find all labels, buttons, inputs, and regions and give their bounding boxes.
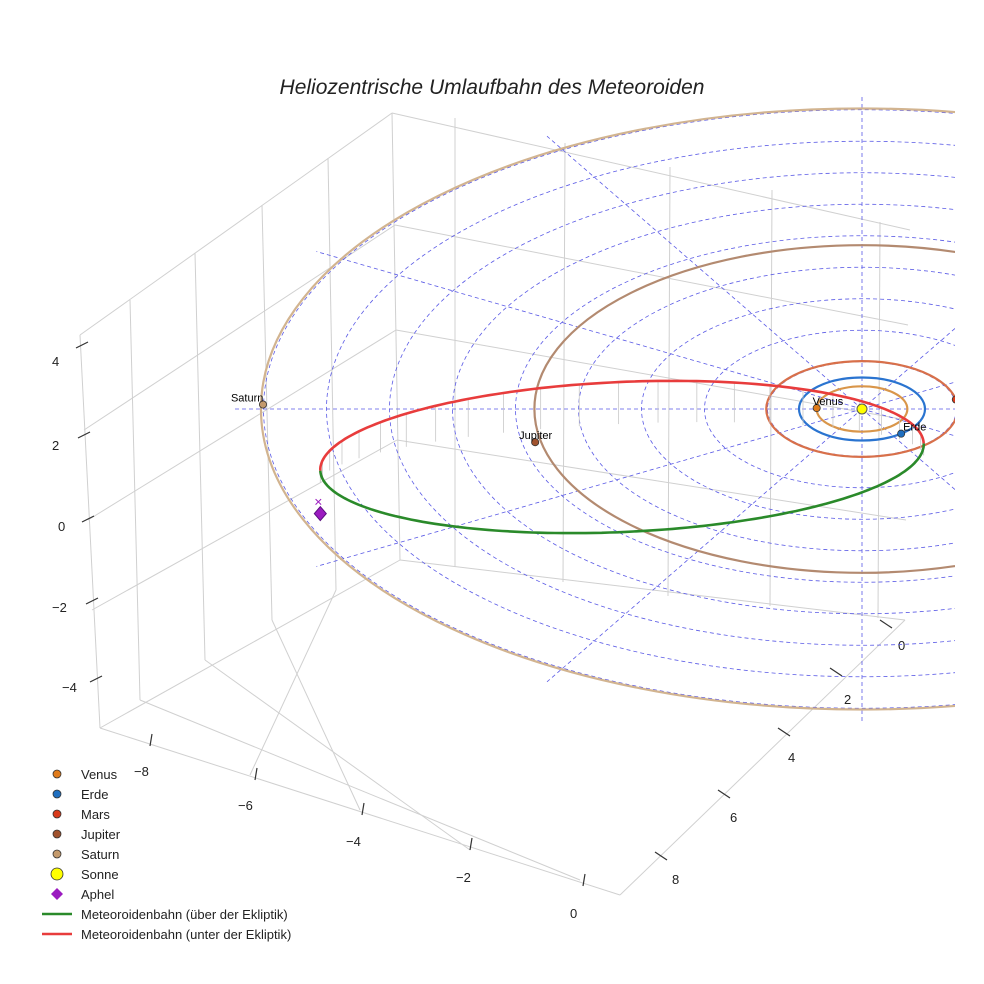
planet-venus <box>812 404 821 413</box>
planet-erde <box>897 429 906 438</box>
planet-label-jupiter: Jupiter <box>519 430 552 442</box>
z-tick: 2 <box>52 438 59 453</box>
legend-label: Saturn <box>81 846 120 862</box>
legend-marker <box>40 764 74 784</box>
legend-marker <box>40 804 74 824</box>
y-tick: 0 <box>898 638 905 653</box>
legend-label: Erde <box>81 786 109 802</box>
axes-box: 4 2 0 −2 −4 −8 −6 −4 −2 0 0 2 4 6 8 <box>52 112 911 921</box>
z-tick: −2 <box>52 600 67 615</box>
aphel-cross: × <box>314 494 322 510</box>
z-tick: 4 <box>52 354 59 369</box>
legend-item: Venus <box>40 764 291 784</box>
legend-label: Jupiter <box>81 826 121 842</box>
legend-item: Jupiter <box>40 824 291 844</box>
planet-label-saturn: Saturn <box>231 393 263 405</box>
legend-marker <box>40 784 74 804</box>
ecliptic-grid-ray <box>316 251 863 410</box>
legend-item: Meteoroidenbahn (unter der Ekliptik) <box>40 924 291 944</box>
legend-item: Meteoroidenbahn (über der Ekliptik) <box>40 904 291 924</box>
meteoroid-orbit-below <box>319 379 925 471</box>
aphel-marker <box>313 505 327 522</box>
ecliptic-grid-ray <box>316 408 863 567</box>
z-tick: −4 <box>62 680 77 695</box>
ecliptic-grid-ray <box>861 408 955 437</box>
planet-label-erde: Erde <box>903 422 926 434</box>
orbit-mars <box>765 360 955 458</box>
grid-lines <box>79 112 911 896</box>
legend: Venus Erde Mars Jupiter Saturn Sonne Aphel Mete… <box>40 764 291 944</box>
legend-item: Sonne <box>40 864 291 884</box>
planet-label-venus: Venus <box>813 396 844 408</box>
orbit-jupiter <box>533 244 955 574</box>
y-tick: 2 <box>844 692 851 707</box>
x-tick: −6 <box>238 798 253 813</box>
y-tick: 6 <box>730 810 737 825</box>
z-tick: 0 <box>58 519 65 534</box>
legend-label: Aphel <box>81 886 115 902</box>
planet-label-mars: Mars <box>960 387 984 399</box>
legend-item: Aphel <box>40 884 291 904</box>
x-axis-ticks: −8 −6 −4 −2 0 <box>134 764 577 921</box>
axis-ticks <box>75 341 893 887</box>
legend-label: Mars <box>81 806 110 822</box>
legend-label: Venus <box>81 766 118 782</box>
legend-label: Meteoroidenbahn (unter der Ekliptik) <box>81 926 292 942</box>
meteoroid-orbit-above <box>319 443 925 535</box>
legend-item: Saturn <box>40 844 291 864</box>
legend-item: Erde <box>40 784 291 804</box>
z-axis-ticks: 4 2 0 −2 −4 <box>52 354 77 695</box>
x-tick: 0 <box>570 906 577 921</box>
legend-marker <box>40 864 74 884</box>
planet-mars <box>951 395 955 404</box>
x-tick: −2 <box>456 870 471 885</box>
legend-marker <box>40 884 74 904</box>
planet-saturn <box>258 400 267 409</box>
x-tick: −4 <box>346 834 361 849</box>
planet-jupiter <box>531 438 540 447</box>
ecliptic-grid-ray <box>861 327 955 410</box>
orbit-saturn <box>260 107 955 711</box>
legend-marker <box>40 924 74 944</box>
chart-title: Heliozentrische Umlaufbahn des Meteoroid… <box>280 76 705 99</box>
orbit-erde <box>797 376 927 442</box>
orbit-scene: × Venus Erde Mars Jupiter Saturn <box>231 94 984 724</box>
y-axis-ticks: 0 2 4 6 8 <box>672 638 905 887</box>
legend-marker <box>40 824 74 844</box>
sun-marker <box>856 403 868 415</box>
legend-marker <box>40 844 74 864</box>
y-tick: 4 <box>788 750 795 765</box>
legend-label: Sonne <box>81 866 119 882</box>
legend-label: Meteoroidenbahn (über der Ekliptik) <box>81 906 288 922</box>
x-tick: −8 <box>134 764 149 779</box>
legend-marker <box>40 904 74 924</box>
legend-item: Mars <box>40 804 291 824</box>
y-tick: 8 <box>672 872 679 887</box>
ecliptic-grid-ray <box>861 381 955 410</box>
